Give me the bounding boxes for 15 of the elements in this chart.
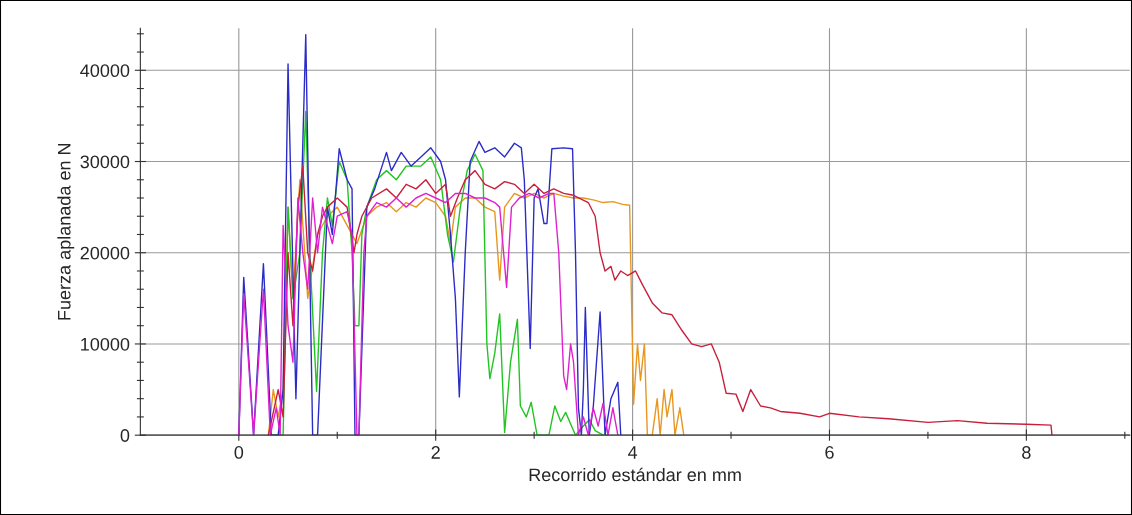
- y-axis-title: Fuerza aplanada en N: [57, 143, 75, 320]
- y-tick-label: 20000: [80, 246, 130, 260]
- x-tick-label: 6: [825, 446, 834, 459]
- y-tick-label: 40000: [80, 64, 130, 78]
- x-tick-label: 0: [234, 446, 244, 459]
- line-series: [267, 165, 1053, 436]
- y-tick-label: 10000: [81, 337, 130, 351]
- line-series: [238, 192, 619, 436]
- x-tick-label: 8: [1022, 446, 1031, 459]
- y-tick-label: 30000: [80, 155, 130, 169]
- x-tick-label: 2: [431, 446, 440, 459]
- line-series: [238, 34, 622, 436]
- x-axis-title: Recorrido estándar en mm: [529, 467, 741, 482]
- x-tick-label: 4: [627, 446, 638, 459]
- y-tick-label: 0: [120, 429, 130, 442]
